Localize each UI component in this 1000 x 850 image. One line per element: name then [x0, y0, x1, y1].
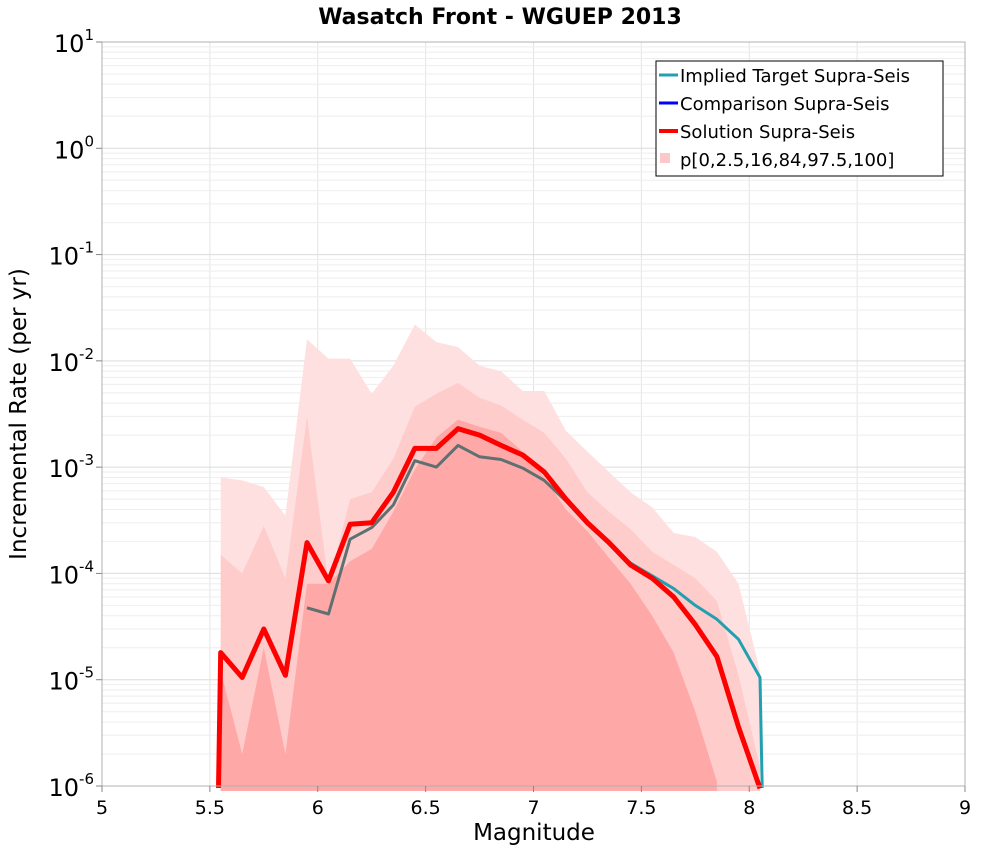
y-tick-label: 10-4 — [48, 557, 94, 589]
y-tick-label: 10-3 — [48, 451, 94, 483]
series-line-3 — [216, 426, 763, 790]
y-axis-ticks: 101 100 10-1 10-2 10-3 10-4 10-5 10-6 — [48, 26, 102, 802]
x-tick-label: 6 — [312, 797, 324, 819]
x-tick-label: 8.5 — [842, 797, 872, 819]
y-tick-label: 10-6 — [48, 770, 94, 802]
legend-label: Implied Target Supra-Seis — [680, 66, 910, 87]
x-tick-label: 8 — [743, 797, 755, 819]
legend: Implied Target Supra-Seis Comparison Supr… — [655, 60, 944, 177]
legend-label: Comparison Supra-Seis — [680, 94, 890, 115]
y-tick-label: 10-2 — [48, 345, 94, 377]
series-line-2 — [306, 443, 589, 616]
y-axis-label: Incremental Rate (per yr) — [6, 268, 32, 560]
x-tick-label: 6.5 — [411, 797, 441, 819]
band-p16-p84 — [220, 419, 717, 791]
y-tick-label: 10-1 — [48, 239, 94, 271]
legend-label: Solution Supra-Seis — [680, 122, 855, 143]
y-tick-label: 100 — [54, 132, 94, 164]
y-tick-label: 101 — [54, 26, 94, 58]
x-tick-label: 7.5 — [626, 797, 656, 819]
x-tick-label: 5 — [96, 797, 108, 819]
x-axis-label: Magnitude — [473, 820, 595, 846]
x-tick-label: 7 — [527, 797, 539, 819]
y-tick-label: 10-5 — [48, 664, 94, 696]
legend-swatch — [660, 153, 670, 163]
series-lines — [216, 426, 764, 790]
x-tick-label: 9 — [959, 797, 971, 819]
legend-label: p[0,2.5,16,84,97.5,100] — [680, 150, 894, 171]
percentile-bands — [220, 324, 760, 791]
chart-title: Wasatch Front - WGUEP 2013 — [318, 5, 682, 30]
legend-box — [655, 60, 944, 177]
x-tick-label: 5.5 — [195, 797, 225, 819]
x-axis-ticks: 5 5.5 6 6.5 7 7.5 8 8.5 9 — [96, 786, 971, 819]
